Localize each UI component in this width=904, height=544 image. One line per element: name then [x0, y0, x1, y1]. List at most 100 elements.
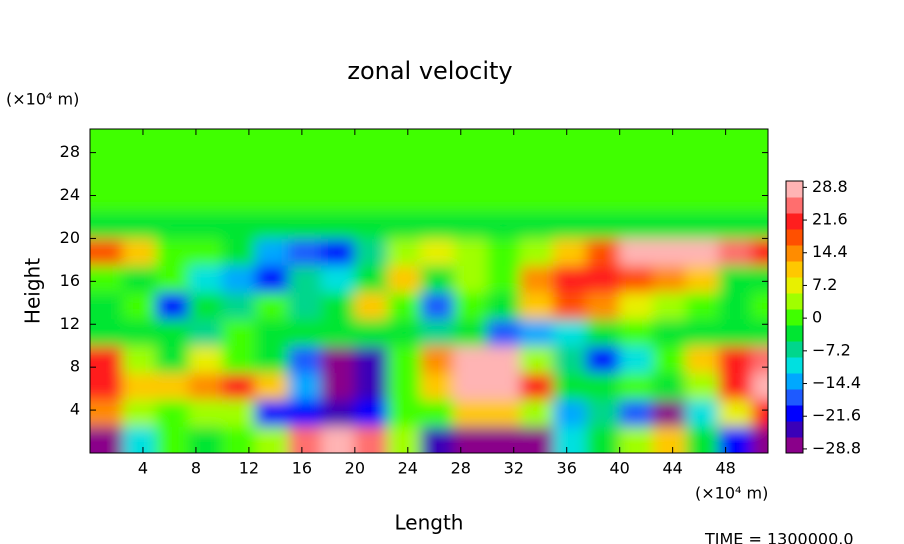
cell [155, 157, 190, 186]
cell [652, 211, 687, 239]
cell [288, 291, 323, 320]
cell [354, 157, 389, 186]
cell [122, 129, 157, 159]
cell [619, 211, 654, 239]
heatmap [90, 129, 768, 453]
cell [552, 184, 588, 213]
cell [453, 237, 488, 266]
cell [586, 211, 621, 239]
cell [453, 184, 488, 213]
cell [486, 345, 521, 374]
cell [321, 345, 356, 374]
cell [321, 291, 356, 320]
x-tick-label: 32 [504, 459, 524, 478]
cell [255, 211, 290, 239]
cell [586, 157, 621, 186]
cell [420, 157, 455, 186]
cell [420, 345, 455, 374]
cell [552, 318, 588, 347]
cell [90, 425, 124, 453]
cell [751, 398, 768, 427]
cell [552, 425, 588, 453]
cell [552, 264, 588, 293]
cell [155, 129, 190, 159]
cell [420, 291, 455, 320]
cell [586, 129, 621, 159]
cell [685, 318, 720, 347]
colorbar-band [786, 325, 803, 342]
cell [288, 372, 323, 400]
cell [122, 157, 157, 186]
cell [354, 425, 389, 453]
cell [221, 291, 257, 320]
colorbar-band [786, 357, 803, 374]
cell [90, 211, 124, 239]
cell [90, 129, 124, 159]
cell [685, 264, 720, 293]
cell [288, 184, 323, 213]
cell [255, 129, 290, 159]
colorbar-band [786, 293, 803, 310]
cell [155, 291, 190, 320]
cell [519, 264, 554, 293]
cell [486, 264, 521, 293]
x-tick-label: 48 [715, 459, 735, 478]
x-axis-label: Length [395, 511, 464, 535]
cell [718, 318, 753, 347]
cell [486, 318, 521, 347]
cell [221, 318, 257, 347]
y-tick-label: 24 [60, 185, 80, 204]
cell [288, 237, 323, 266]
colorbar-band [786, 373, 803, 390]
axes: 4 8 12 16 20 24 28 32 36 40 44 48481216202428−28.8−… [60, 128, 861, 478]
cell [453, 318, 488, 347]
cell [288, 318, 323, 347]
cell [387, 372, 422, 400]
cell [221, 211, 257, 239]
cell [519, 237, 554, 266]
cell [453, 345, 488, 374]
y-tick-label: 28 [60, 142, 80, 161]
y-tick-label: 12 [60, 314, 80, 333]
cell [122, 372, 157, 400]
cell [321, 157, 356, 186]
cell [288, 398, 323, 427]
cell [387, 264, 422, 293]
cell [188, 184, 223, 213]
cell [586, 318, 621, 347]
y-axis-label: Height [21, 258, 45, 324]
cell [685, 398, 720, 427]
cell [255, 184, 290, 213]
colorbar-tick-label: −7.2 [812, 340, 851, 359]
cell [519, 425, 554, 453]
cell [221, 372, 257, 400]
cell [586, 291, 621, 320]
cell [486, 398, 521, 427]
cell [321, 211, 356, 239]
cell [420, 425, 455, 453]
cell [519, 157, 554, 186]
cell [751, 157, 768, 186]
cell [486, 425, 521, 453]
cell [221, 425, 257, 453]
cell [486, 291, 521, 320]
cell [387, 345, 422, 374]
y-tick-label: 8 [70, 357, 80, 376]
cell [387, 129, 422, 159]
cell [486, 211, 521, 239]
cell [552, 291, 588, 320]
cell [387, 398, 422, 427]
x-tick-label: 20 [345, 459, 365, 478]
cell [387, 291, 422, 320]
cell [552, 237, 588, 266]
cell [354, 291, 389, 320]
cell [453, 157, 488, 186]
cell [652, 129, 687, 159]
cell [387, 157, 422, 186]
cell [718, 264, 753, 293]
cell [188, 345, 223, 374]
plot-frame [89, 128, 769, 454]
x-tick-label: 4 [138, 459, 148, 478]
cell [519, 318, 554, 347]
